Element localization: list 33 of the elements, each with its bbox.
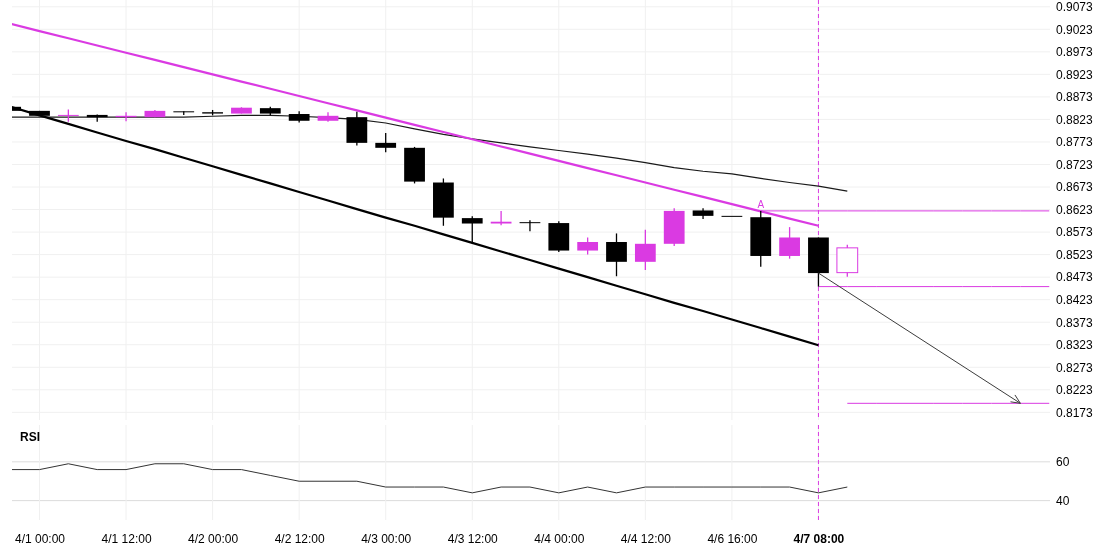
y-tick-label: 0.8323 <box>1056 338 1094 353</box>
y-tick-label: 0.8923 <box>1056 67 1094 82</box>
y-tick-label: 0.8773 <box>1056 135 1094 150</box>
y-tick-label: 0.8173 <box>1056 405 1094 420</box>
annotation: A <box>757 198 765 210</box>
x-tick-label: 4/4 00:00 <box>534 531 585 546</box>
x-tick-label: 4/1 00:00 <box>14 531 66 546</box>
y-tick-label: 0.9023 <box>1056 22 1094 37</box>
x-tick-label: 4/6 16:00 <box>707 531 758 546</box>
y-tick-label: 40 <box>1056 493 1070 508</box>
x-tick-label: 4/1 12:00 <box>101 531 152 546</box>
y-tick-label: 0.9073 <box>1056 0 1094 15</box>
y-tick-label: 0.8473 <box>1056 270 1094 285</box>
y-tick-label: 0.8673 <box>1056 180 1094 195</box>
y-tick-label: 0.8273 <box>1056 360 1094 375</box>
x-tick-label: 4/2 00:00 <box>188 531 239 546</box>
y-tick-label: 0.8723 <box>1056 157 1094 172</box>
x-tick-label: 4/3 00:00 <box>361 531 412 546</box>
y-tick-label: 0.8223 <box>1056 383 1094 398</box>
y-tick-label: 0.8523 <box>1056 247 1094 262</box>
x-tick-label: 4/2 12:00 <box>274 531 325 546</box>
x-tick-label: 4/3 12:00 <box>447 531 499 546</box>
y-tick-label: 0.8873 <box>1056 90 1094 105</box>
y-tick-label: 0.8423 <box>1056 293 1094 308</box>
x-tick-label: 4/7 08:00 <box>793 531 845 546</box>
chart-title: RSI <box>20 430 41 444</box>
y-tick-label: 0.8823 <box>1056 112 1094 127</box>
y-tick-label: 0.8573 <box>1056 225 1094 240</box>
y-tick-label: 0.8973 <box>1056 45 1094 60</box>
y-tick-label: 0.8623 <box>1056 202 1094 217</box>
y-tick-label: 60 <box>1056 455 1070 470</box>
y-tick-label: 0.8373 <box>1056 315 1094 330</box>
x-tick-label: 4/4 12:00 <box>620 531 672 546</box>
